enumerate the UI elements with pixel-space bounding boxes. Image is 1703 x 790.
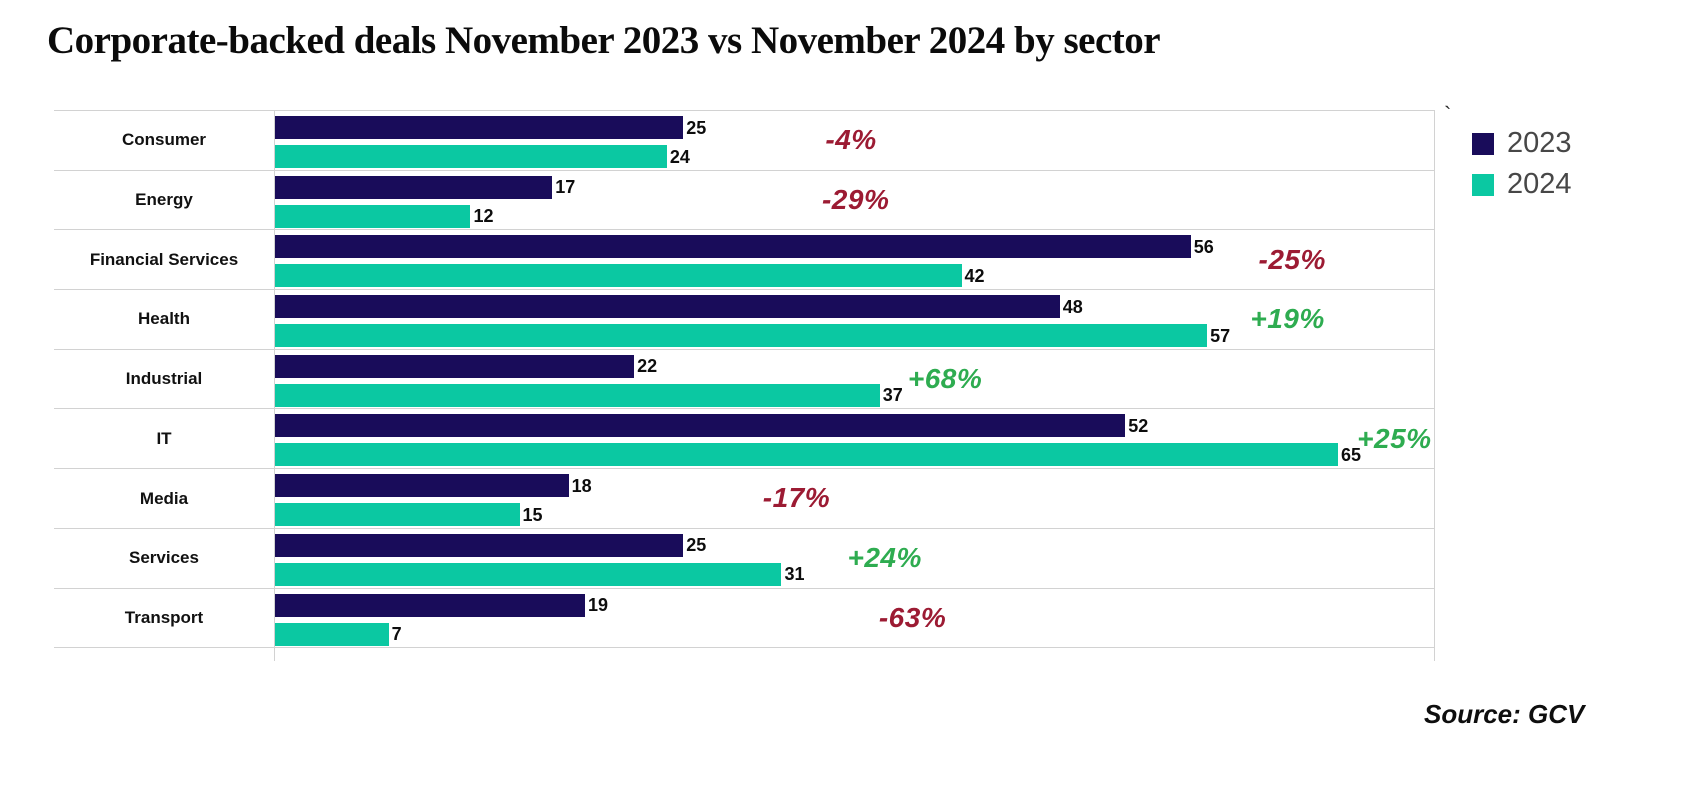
value-label-2024: 12 <box>473 206 494 227</box>
change-percent-label: +68% <box>907 363 983 395</box>
sector-row: Consumer 25 24 -4% <box>54 111 1435 171</box>
bar-2024 <box>274 264 962 288</box>
bar-2023 <box>274 414 1126 438</box>
change-percent-label: -29% <box>821 184 890 216</box>
value-label-2024: 42 <box>964 265 985 286</box>
change-percent-label: +19% <box>1250 303 1325 335</box>
value-label-2024: 65 <box>1341 444 1362 465</box>
bar-2024 <box>274 443 1339 467</box>
category-label: Services <box>129 548 199 568</box>
bar-track: 22 37 +68% <box>274 350 1435 409</box>
value-label-2023: 48 <box>1062 296 1083 317</box>
sector-row: Transport 19 7 -63% <box>54 589 1435 649</box>
bar-2023 <box>274 235 1191 259</box>
bar-2024 <box>274 383 880 407</box>
legend-item: 2024 <box>1472 170 1572 199</box>
sector-row: Financial Services 56 42 -25% <box>54 230 1435 291</box>
change-percent-label: -63% <box>878 601 947 633</box>
legend-swatch <box>1472 173 1494 196</box>
bar-2024 <box>274 622 389 646</box>
legend-label: 2023 <box>1507 127 1572 159</box>
sector-row: Energy 17 12 -29% <box>54 171 1435 231</box>
sector-row: Health 48 57 +19% <box>54 290 1435 350</box>
change-percent-label: -25% <box>1258 243 1326 275</box>
bar-2023 <box>274 354 635 378</box>
value-label-2024: 37 <box>882 385 903 406</box>
source-note: Source: GCV <box>1424 699 1585 729</box>
category-label: Transport <box>124 607 204 627</box>
plot-right-border <box>1434 110 1435 661</box>
change-percent-label: +25% <box>1357 422 1432 454</box>
sector-rows: Consumer 25 24 -4% Energy 17 12 -29% <box>54 110 1435 649</box>
value-label-2024: 7 <box>391 624 402 644</box>
category-label: IT <box>156 428 172 448</box>
sector-row: Services 25 31 +24% <box>54 529 1435 589</box>
legend-item: 2023 <box>1472 129 1572 158</box>
bar-2024 <box>274 204 471 228</box>
stray-backtick-mark: ` <box>1444 102 1452 127</box>
sector-row: IT 52 65 +25% <box>54 409 1435 470</box>
change-percent-label: -4% <box>825 124 877 156</box>
bar-2024 <box>274 324 1208 348</box>
value-label-2023: 18 <box>571 475 592 496</box>
bar-track: 25 31 +24% <box>274 529 1435 588</box>
value-label-2023: 17 <box>555 177 576 198</box>
plot-bottom-stub <box>54 648 1435 661</box>
value-label-2024: 24 <box>669 146 690 167</box>
category-label: Media <box>139 488 189 508</box>
value-label-2024: 57 <box>1210 325 1231 346</box>
value-label-2023: 52 <box>1128 415 1149 436</box>
chart-title: Corporate-backed deals November 2023 vs … <box>47 19 1161 62</box>
bar-2023 <box>274 175 553 199</box>
value-label-2024: 31 <box>784 564 805 585</box>
legend: 2023 2024 <box>1472 129 1572 199</box>
category-label: Health <box>138 309 190 329</box>
value-label-2023: 19 <box>588 595 609 615</box>
bar-track: 18 15 -17% <box>274 469 1435 528</box>
value-label-2023: 25 <box>686 117 707 138</box>
legend-swatch <box>1472 132 1494 155</box>
change-percent-label: +24% <box>847 542 922 574</box>
value-label-2023: 22 <box>637 356 658 377</box>
bar-track: 19 7 -63% <box>274 589 1435 648</box>
value-label-2024: 15 <box>522 504 543 525</box>
bar-2023 <box>274 474 569 498</box>
category-label: Consumer <box>121 130 207 150</box>
plot-area: Consumer 25 24 -4% Energy 17 12 -29% <box>54 110 1435 661</box>
category-label: Financial Services <box>89 249 239 269</box>
value-label-2023: 25 <box>686 535 707 556</box>
value-label-2023: 56 <box>1193 236 1214 257</box>
bar-2024 <box>274 503 520 527</box>
category-label: Industrial <box>125 369 203 389</box>
legend-label: 2024 <box>1507 168 1572 200</box>
change-percent-label: -17% <box>762 482 831 514</box>
bar-track: 48 57 +19% <box>274 290 1435 349</box>
bar-2024 <box>274 562 782 586</box>
bar-2023 <box>274 295 1060 319</box>
bar-track: 56 42 -25% <box>274 230 1435 289</box>
bar-track: 52 65 +25% <box>274 409 1435 468</box>
bar-track: 17 12 -29% <box>274 171 1435 230</box>
bar-2023 <box>274 533 684 557</box>
bar-2023 <box>274 116 684 139</box>
category-axis-line <box>274 110 275 661</box>
bar-2024 <box>274 145 667 168</box>
sector-row: Media 18 15 -17% <box>54 469 1435 529</box>
bar-track: 25 24 -4% <box>274 111 1435 170</box>
bar-2023 <box>274 593 586 617</box>
category-label: Energy <box>135 190 193 210</box>
sector-row: Industrial 22 37 +68% <box>54 350 1435 410</box>
